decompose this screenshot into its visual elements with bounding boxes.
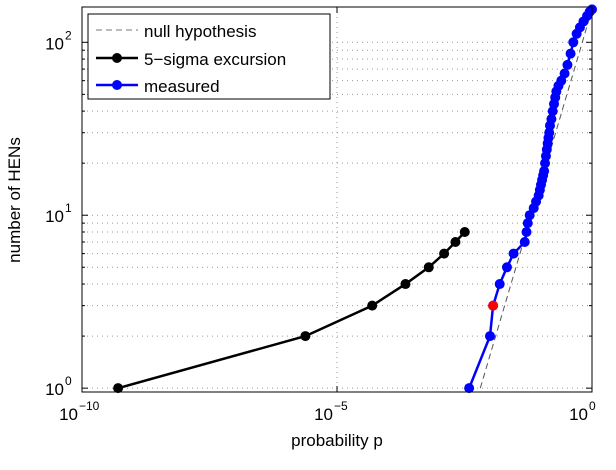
y-tick-exponent: 2 (65, 28, 72, 42)
null-hypothesis-line (479, 9, 593, 389)
sigma-point (300, 331, 311, 342)
x-axis-label: probability p (291, 431, 383, 450)
y-axis-label: number of HENs (5, 137, 24, 263)
legend-sigma-label: 5−sigma excursion (144, 50, 286, 69)
sigma-point (459, 226, 470, 237)
measured-point (522, 218, 533, 229)
x-tick-label: 10 (59, 405, 78, 424)
y-tick-exponent: 0 (65, 374, 72, 388)
measured-point (568, 37, 579, 48)
measured-point (521, 226, 532, 237)
y-tick-label: 10 (45, 207, 64, 226)
sigma-point (367, 300, 378, 311)
measured-point (508, 248, 519, 259)
x-tick-label: 10 (569, 405, 588, 424)
sigma-point (400, 279, 411, 290)
sigma-point (423, 262, 434, 273)
legend-measured-marker (112, 80, 122, 90)
x-tick-exponent: −5 (334, 399, 348, 413)
measured-point (565, 48, 576, 59)
ticks: 10 −10 10 −5 10 010 010 110 2 (45, 7, 596, 424)
measured-point (501, 262, 512, 273)
sigma-line (117, 231, 466, 390)
legend-sigma-marker (112, 53, 122, 63)
measured-line (467, 8, 593, 389)
measured-point (494, 279, 505, 290)
x-tick-exponent: −10 (79, 399, 100, 413)
x-tick-label: 10 (314, 405, 333, 424)
measured-point (562, 59, 573, 70)
measured-point (546, 114, 557, 125)
measured-point (464, 383, 475, 394)
y-tick-label: 10 (45, 380, 64, 399)
sigma-point (113, 383, 124, 394)
grid (81, 7, 593, 392)
measured-point (539, 166, 550, 177)
y-tick-label: 10 (45, 34, 64, 53)
sigma-point (439, 248, 450, 259)
legend: null hypothesis 5−sigma excursion measur… (87, 13, 331, 100)
measured-point (485, 331, 495, 342)
legend-null-label: null hypothesis (144, 22, 256, 41)
highlighted-point (488, 300, 499, 311)
x-tick-exponent: 0 (589, 399, 596, 413)
measured-point (519, 237, 530, 248)
measured-point (559, 68, 570, 79)
sigma-point (450, 237, 461, 248)
legend-measured-label: measured (144, 77, 220, 96)
y-tick-exponent: 1 (65, 201, 72, 215)
